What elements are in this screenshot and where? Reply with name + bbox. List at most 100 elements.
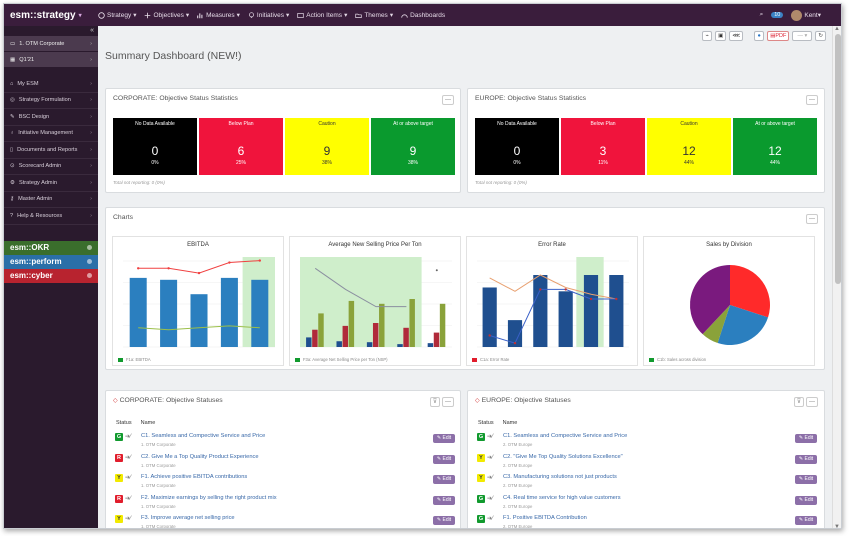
objective-link[interactable]: F1. Achieve positive EBITDA contribution… <box>141 474 248 480</box>
chart-title: Error Rate <box>538 242 566 248</box>
status-tile[interactable]: At or above target 9 38% <box>371 118 455 175</box>
objective-icon: ◇ <box>475 398 480 404</box>
status-tile[interactable]: No Data Available 0 0% <box>113 118 197 175</box>
chart-bar <box>348 300 355 347</box>
refresh-button[interactable]: ↻ <box>815 31 826 41</box>
nav-measures[interactable]: Measures ▾ <box>197 11 240 19</box>
nav-initiatives[interactable]: Initiatives ▾ <box>248 11 289 19</box>
objective-link[interactable]: C3. Manufacturing solutions not just pro… <box>503 474 617 480</box>
product-perform[interactable]: esm::perform <box>4 254 98 269</box>
chart-svg <box>300 257 452 348</box>
objective-link[interactable]: F1. Positive EBITDA Contribution <box>503 515 587 521</box>
status-badge: Y <box>115 474 123 482</box>
edit-button[interactable]: ✎ Edit <box>433 454 455 464</box>
chart-card[interactable]: Error Rate C1a: Error Rate <box>466 236 638 366</box>
notification-badge[interactable]: 10 <box>771 12 784 18</box>
product-okr[interactable]: esm::OKR <box>4 240 98 255</box>
product-cyber[interactable]: esm::cyber <box>4 268 98 283</box>
status-tile[interactable]: No Data Available 0 0% <box>475 118 559 175</box>
sidebar-item-strategy-admin[interactable]: ⚙ Strategy Admin › <box>4 175 98 192</box>
sidebar-item-bsc-design[interactable]: ✎ BSC Design › <box>4 109 98 126</box>
nav-dashboards[interactable]: Dashboards <box>401 12 445 19</box>
chart-legend: F3a: Average Net Selling Price per Ton (… <box>295 357 388 362</box>
edit-button[interactable]: ✎ Edit <box>795 516 817 525</box>
edit-button[interactable]: ✎ Edit <box>433 516 455 525</box>
collapse-panel-button[interactable]: — <box>442 397 454 407</box>
tile-label: No Data Available <box>135 121 175 127</box>
data-point <box>228 261 231 264</box>
nav-strategy[interactable]: Strategy ▾ <box>98 11 136 19</box>
status-tile[interactable]: Below Plan 6 25% <box>199 118 283 175</box>
bookmark-button[interactable]: ⌁ <box>702 31 713 41</box>
chart-bar <box>558 291 573 347</box>
trend-arrow-icon: ➔⁄ <box>125 495 132 502</box>
brand-logo[interactable]: esm::strategy ▾ <box>10 9 82 21</box>
status-tile[interactable]: Caution 12 44% <box>647 118 731 175</box>
status-badge: Y <box>477 453 485 462</box>
objective-link[interactable]: C4. Real time service for high value cus… <box>503 494 621 501</box>
data-point <box>615 297 618 301</box>
chart-bar <box>220 277 238 347</box>
context-organization[interactable]: ▭ 1. OTM Corporate › <box>4 36 98 52</box>
collapse-panel-button[interactable]: — <box>806 95 818 105</box>
sidebar-item-master-admin[interactable]: ⚷ Master Admin › <box>4 192 98 208</box>
chart-title: EBITDA <box>187 242 209 248</box>
chart-bar <box>609 275 624 347</box>
objective-link[interactable]: C2. "Give Me Top Quality Solutions Excel… <box>503 453 623 460</box>
chart-bar <box>306 337 312 347</box>
search-icon[interactable]: ⌕ <box>759 11 764 18</box>
sidebar-item-help[interactable]: ? Help & Resources › <box>4 208 98 225</box>
chart-card[interactable]: EBITDA F1a: EBITDA <box>112 236 284 366</box>
sidebar-item-scorecard-admin[interactable]: ⊙ Scorecard Admin › <box>4 159 98 175</box>
filter-button[interactable]: ⊽ <box>430 397 440 407</box>
edit-button[interactable]: ✎ Edit <box>433 434 455 443</box>
chart-card[interactable]: Sales by Division C1b: Sales across divis… <box>643 236 815 366</box>
pdf-button[interactable]: ▤ PDF <box>767 31 790 41</box>
status-tile[interactable]: Caution 9 38% <box>285 118 369 175</box>
user-menu[interactable]: Kent ▾ <box>791 9 821 21</box>
trend-arrow-icon: ➔⁄ <box>125 516 132 522</box>
objective-link[interactable]: C1. Seamless and Compective Service and … <box>503 433 628 439</box>
objective-link[interactable]: F2. Maximize earnings by selling the rig… <box>141 494 277 501</box>
objective-link[interactable]: C2. Give Me a Top Quality Product Experi… <box>141 453 259 460</box>
chart-card[interactable]: Average New Selling Price Per Ton F3a: Av… <box>289 236 461 366</box>
edit-button[interactable]: ✎ Edit <box>433 475 455 484</box>
data-point <box>488 334 491 337</box>
panel-title: EUROPE: Objective Status Statistics <box>475 95 587 102</box>
status-badge: Y <box>477 474 485 482</box>
nav-themes[interactable]: Themes ▾ <box>355 11 393 19</box>
edit-button[interactable]: ✎ Edit <box>795 475 817 484</box>
options-button[interactable]: — ▾ <box>792 31 813 41</box>
layout-button[interactable]: ▣ <box>715 31 727 41</box>
nav-action-items[interactable]: Action Items ▾ <box>297 11 347 19</box>
chart-bar <box>251 279 269 347</box>
collapse-panel-button[interactable]: — <box>806 214 818 224</box>
edit-button[interactable]: ✎ Edit <box>795 434 817 443</box>
edit-button[interactable]: ✎ Edit <box>795 454 817 464</box>
edit-button[interactable]: ✎ Edit <box>433 495 455 505</box>
collapse-panel-button[interactable]: — <box>442 95 454 105</box>
objective-link[interactable]: C1. Seamless and Compective Service and … <box>141 433 266 439</box>
status-tile[interactable]: Below Plan 3 11% <box>561 118 645 175</box>
filter-button[interactable]: ⊽ <box>794 397 804 407</box>
objective-link[interactable]: F3. Improve average net selling price <box>141 515 235 521</box>
chart-bar <box>433 332 440 347</box>
scrollbar-thumb[interactable] <box>835 34 841 284</box>
sidebar-item-documents-reports[interactable]: ▯ Documents and Reports › <box>4 142 98 159</box>
context-period[interactable]: ▦ Q1'21 › <box>4 52 98 68</box>
sidebar-item-initiative-management[interactable]: ♁ Initiative Management › <box>4 126 98 142</box>
info-button[interactable]: ● <box>754 31 765 41</box>
status-tile[interactable]: At or above target 12 44% <box>733 118 817 175</box>
edit-button[interactable]: ✎ Edit <box>795 495 817 505</box>
sidebar-collapse-icon[interactable]: « <box>90 27 94 34</box>
collapse-panel-button[interactable]: — <box>806 397 818 407</box>
page-scrollbar[interactable]: ▲ ▼ <box>832 26 841 528</box>
objective-scorecard: 1. OTM Corporate <box>141 462 176 468</box>
share-button[interactable]: ⋘ <box>729 31 744 41</box>
sidebar-item-my-esm[interactable]: ⌂ My ESM › <box>4 76 98 93</box>
main-content: ⌁ ▣ ⋘ ● ▤ PDF — ▾ ↻ Summary Dashboard (N… <box>98 26 832 528</box>
calendar-icon: ▦ <box>10 56 16 63</box>
nav-objectives[interactable]: Objectives ▾ <box>144 11 189 19</box>
sidebar-item-strategy-formulation[interactable]: ◎ Strategy Formulation › <box>4 93 98 109</box>
tile-percent: 38% <box>407 160 418 166</box>
